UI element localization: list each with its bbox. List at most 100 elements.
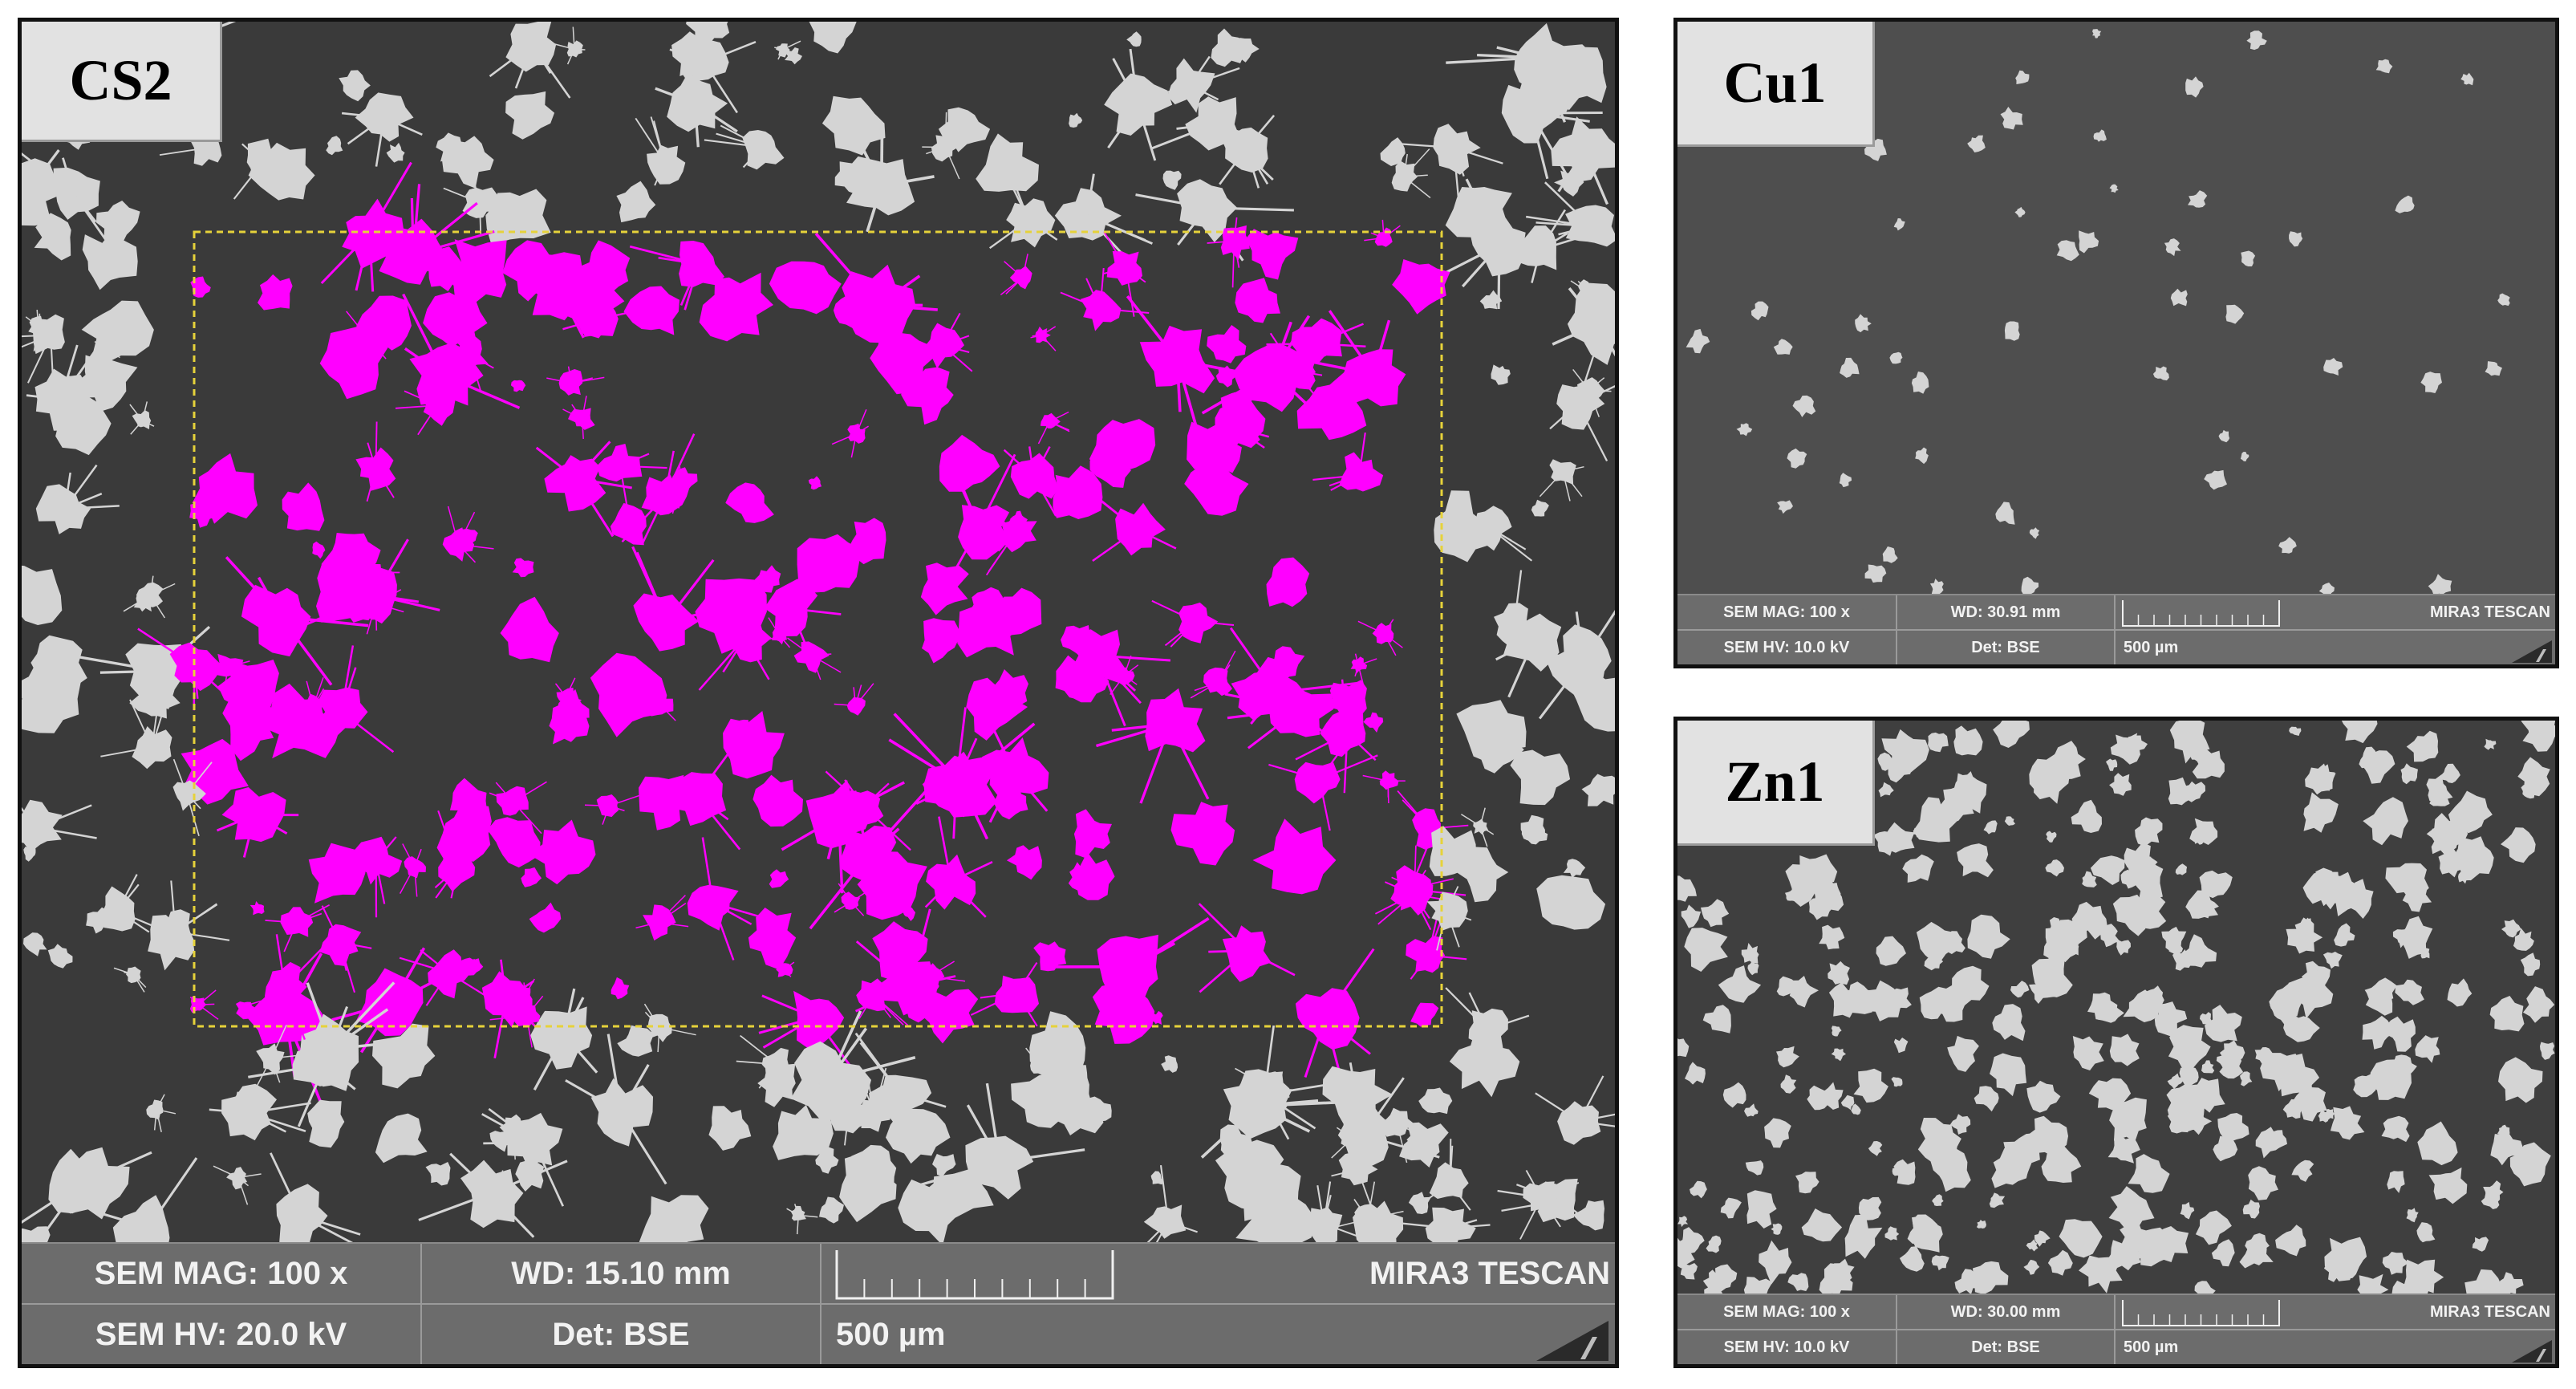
segmented-particle-dendrite xyxy=(340,711,395,753)
deposit-particle xyxy=(2489,996,2525,1032)
deposit-particle-dendrite xyxy=(375,117,385,167)
deposit-particle xyxy=(2341,721,2378,744)
segmented-particle-dendrite xyxy=(346,311,367,337)
segmented-particle-dendrite xyxy=(581,419,584,440)
deposit-particle xyxy=(2023,1259,2040,1275)
deposit-particle-dendrite xyxy=(1557,149,1586,193)
segmented-particle-dendrite xyxy=(1430,824,1469,830)
segmented-particle-dendrite xyxy=(283,922,298,952)
deposit-particle xyxy=(616,181,656,223)
segmented-particle xyxy=(805,779,871,849)
deposit-particle-dendrite xyxy=(1579,1113,1615,1123)
segmented-particle-dendrite xyxy=(855,409,867,434)
deposit-particle-dendrite xyxy=(79,1180,124,1187)
segmented-particle xyxy=(1170,802,1235,866)
segmented-particle-dendrite xyxy=(375,421,378,469)
segmented-particle-dendrite xyxy=(1096,722,1171,748)
deposit-particle-dendrite xyxy=(156,1094,165,1111)
deposit-particle-dendrite xyxy=(565,1078,622,1114)
segmented-particle-dendrite xyxy=(312,688,325,708)
deposit-particle-dendrite xyxy=(1540,1197,1561,1228)
segmented-particle-dendrite xyxy=(413,867,418,897)
segmented-particle-dendrite xyxy=(850,901,865,916)
segmented-particle-dendrite xyxy=(1428,954,1467,961)
segmented-particle xyxy=(754,565,781,593)
segmented-particle-dendrite xyxy=(678,464,683,481)
deposit-particle xyxy=(2282,1099,2302,1119)
segmented-particle xyxy=(1203,667,1232,697)
deposit-particle xyxy=(489,1131,513,1152)
segmented-particle-dendrite xyxy=(1319,754,1378,781)
segmented-particle-dendrite xyxy=(853,790,869,857)
segmented-particle-dendrite xyxy=(296,904,331,924)
deposit-particle xyxy=(1690,1180,1707,1199)
deposit-particle xyxy=(1223,1081,1292,1139)
segmented-particle-dendrite xyxy=(567,366,572,384)
deposit-particle-dendrite xyxy=(1538,660,1584,720)
deposit-particle xyxy=(1973,1261,2009,1294)
segmented-particle xyxy=(1061,625,1097,656)
deposit-particle-dendrite xyxy=(1357,1137,1369,1170)
segmented-particle-dendrite xyxy=(399,866,416,894)
deposit-particle xyxy=(2092,29,2102,39)
deposit-particle xyxy=(1893,218,1905,231)
segmented-particle-dendrite xyxy=(1233,241,1240,268)
deposit-particle xyxy=(1445,187,1512,238)
segmented-particle-dendrite xyxy=(223,667,229,693)
deposit-particle xyxy=(1456,847,1509,903)
deposit-particle xyxy=(2497,293,2510,307)
cs2-mag-text: SEM MAG: 100 x xyxy=(94,1255,348,1291)
segmented-particle-dendrite xyxy=(662,794,697,803)
deposit-particle xyxy=(2031,952,2073,997)
deposit-particle xyxy=(96,201,140,245)
segmented-particle xyxy=(440,239,507,305)
segmented-particle xyxy=(1396,871,1432,906)
deposit-particle-dendrite xyxy=(172,758,188,794)
deposit-particle xyxy=(1684,928,1728,972)
segmented-particle-dendrite xyxy=(1103,267,1126,275)
deposit-particle-dendrite xyxy=(495,1176,497,1198)
segmented-particle-dendrite xyxy=(1343,733,1349,794)
deposit-particle-dendrite xyxy=(926,146,946,155)
deposit-particle xyxy=(2088,1078,2132,1111)
deposit-particle-dendrite xyxy=(881,175,935,188)
deposit-particle-dendrite xyxy=(237,1176,249,1187)
deposit-particle-dendrite xyxy=(1535,1092,1580,1123)
segmented-particle xyxy=(1150,1010,1163,1025)
segmented-particle xyxy=(258,274,293,311)
segmented-particle-dendrite xyxy=(1414,869,1427,888)
segmented-particle-dendrite xyxy=(1315,342,1366,347)
cs2-scale-bar xyxy=(835,1250,1114,1300)
deposit-particle-dendrite xyxy=(1448,1219,1478,1229)
segmented-particle-dendrite xyxy=(629,245,700,266)
deposit-particle xyxy=(2452,836,2494,881)
deposit-particle xyxy=(1512,225,1557,270)
deposit-particle xyxy=(2521,784,2535,799)
deposit-particle xyxy=(375,1113,428,1164)
deposit-particle xyxy=(229,1086,257,1115)
deposit-particle-dendrite xyxy=(248,1111,306,1132)
deposit-particle xyxy=(386,142,405,163)
deposit-particle-dendrite xyxy=(1086,214,1153,245)
segmented-particle xyxy=(1080,290,1122,331)
deposit-particle-dendrite xyxy=(159,147,207,156)
deposit-particle xyxy=(2003,1132,2043,1174)
segmented-particle-dendrite xyxy=(420,949,449,974)
segmented-particle xyxy=(748,908,797,970)
segmented-particle-dendrite xyxy=(374,538,409,596)
segmented-particle xyxy=(1207,325,1247,363)
segmented-particle-dendrite xyxy=(489,1015,527,1021)
segmented-particle-dendrite xyxy=(837,816,844,894)
deposit-particle xyxy=(1855,314,1872,333)
deposit-particle-dendrite xyxy=(680,47,696,104)
deposit-particle-dendrite xyxy=(1552,323,1599,346)
deposit-particle-dendrite xyxy=(827,1010,862,1081)
deposit-particle-dendrite xyxy=(1529,112,1549,180)
segmented-particle-dendrite xyxy=(193,664,238,707)
segmented-particle-dendrite xyxy=(779,626,783,637)
deposit-particle xyxy=(1801,1208,1843,1242)
segmented-particle-dendrite xyxy=(395,404,437,409)
deposit-particle xyxy=(2392,929,2412,948)
segmented-particle-dendrite xyxy=(834,703,856,707)
segmented-particle-dendrite xyxy=(375,860,386,904)
